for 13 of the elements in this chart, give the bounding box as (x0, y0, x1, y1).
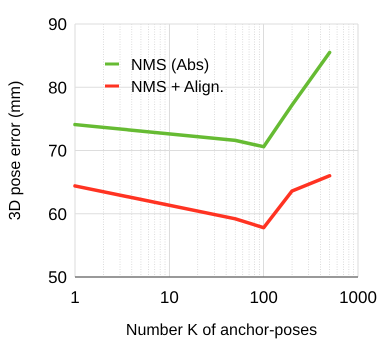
legend-label: NMS (Abs) (131, 57, 210, 74)
x-tick-label: 100 (249, 288, 278, 307)
y-axis-title: 3D pose error (mm) (7, 80, 24, 220)
y-tick-label: 80 (48, 78, 67, 98)
y-tick-label: 50 (48, 268, 67, 287)
x-axis-title: Number K of anchor-poses (126, 322, 318, 339)
x-tick-label: 1 (70, 288, 80, 307)
legend-label: NMS + Align. (131, 79, 224, 96)
y-tick-label: 60 (48, 204, 67, 224)
x-tick-label: 1000 (339, 288, 377, 307)
y-tick-label: 90 (48, 15, 67, 34)
x-tick-label: 10 (160, 288, 179, 307)
y-tick-label: 70 (48, 142, 67, 160)
